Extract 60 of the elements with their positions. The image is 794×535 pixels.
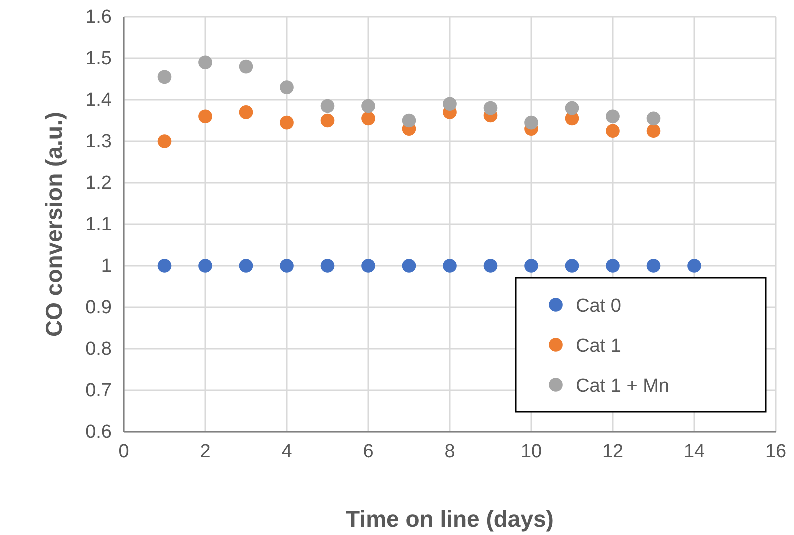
point <box>646 259 661 273</box>
legend-label: Cat 1 + Mn <box>576 376 670 397</box>
point <box>362 99 376 114</box>
x-tick-label: 14 <box>684 441 706 462</box>
point <box>402 114 416 128</box>
point <box>198 56 212 70</box>
x-axis-title: Time on line (days) <box>346 506 554 532</box>
point <box>280 116 294 130</box>
x-tick-label: 10 <box>520 441 542 462</box>
x-tick-label: 4 <box>282 441 293 462</box>
point <box>198 259 212 273</box>
point <box>158 134 172 148</box>
point <box>280 80 294 94</box>
point <box>320 259 335 273</box>
point <box>646 124 661 138</box>
point <box>443 259 457 273</box>
point <box>606 110 620 124</box>
y-tick-label: 0.8 <box>86 339 112 360</box>
point <box>443 97 457 112</box>
point <box>646 112 661 126</box>
point <box>688 259 702 273</box>
point <box>198 110 212 124</box>
point <box>565 101 580 116</box>
point <box>524 116 538 130</box>
point <box>239 259 254 273</box>
point <box>320 114 335 128</box>
point <box>484 101 498 116</box>
x-tick-label: 16 <box>765 441 787 462</box>
legend-label: Cat 0 <box>576 296 622 317</box>
point <box>484 259 498 273</box>
point <box>565 259 580 273</box>
y-tick-label: 0.6 <box>86 422 112 444</box>
y-tick-label: 0.9 <box>86 298 112 319</box>
y-tick-label: 1.5 <box>86 48 112 70</box>
point <box>606 259 620 273</box>
point <box>239 60 254 74</box>
point <box>158 259 172 273</box>
point <box>362 259 376 273</box>
x-tick-label: 12 <box>602 441 624 462</box>
y-tick-label: 1.3 <box>86 132 112 153</box>
point <box>158 70 172 84</box>
x-tick-label: 0 <box>118 441 130 462</box>
point <box>239 106 254 120</box>
point <box>402 259 416 273</box>
point <box>606 124 620 138</box>
x-tick-label: 2 <box>200 441 211 462</box>
y-tick-label: 1.1 <box>86 214 112 236</box>
legend-label: Cat 1 <box>576 336 622 357</box>
point <box>320 99 335 114</box>
x-tick-label: 6 <box>363 441 374 462</box>
y-tick-label: 1 <box>101 256 112 278</box>
y-tick-label: 1.4 <box>86 90 112 112</box>
y-axis-title: CO conversion (a.u.) <box>41 112 67 337</box>
point <box>524 259 538 273</box>
y-tick-label: 1.2 <box>86 173 112 194</box>
y-tick-label: 0.7 <box>86 380 112 402</box>
y-tick-label: 1.6 <box>86 7 112 28</box>
point <box>280 259 294 273</box>
x-tick-label: 8 <box>444 441 456 462</box>
point <box>362 112 376 126</box>
